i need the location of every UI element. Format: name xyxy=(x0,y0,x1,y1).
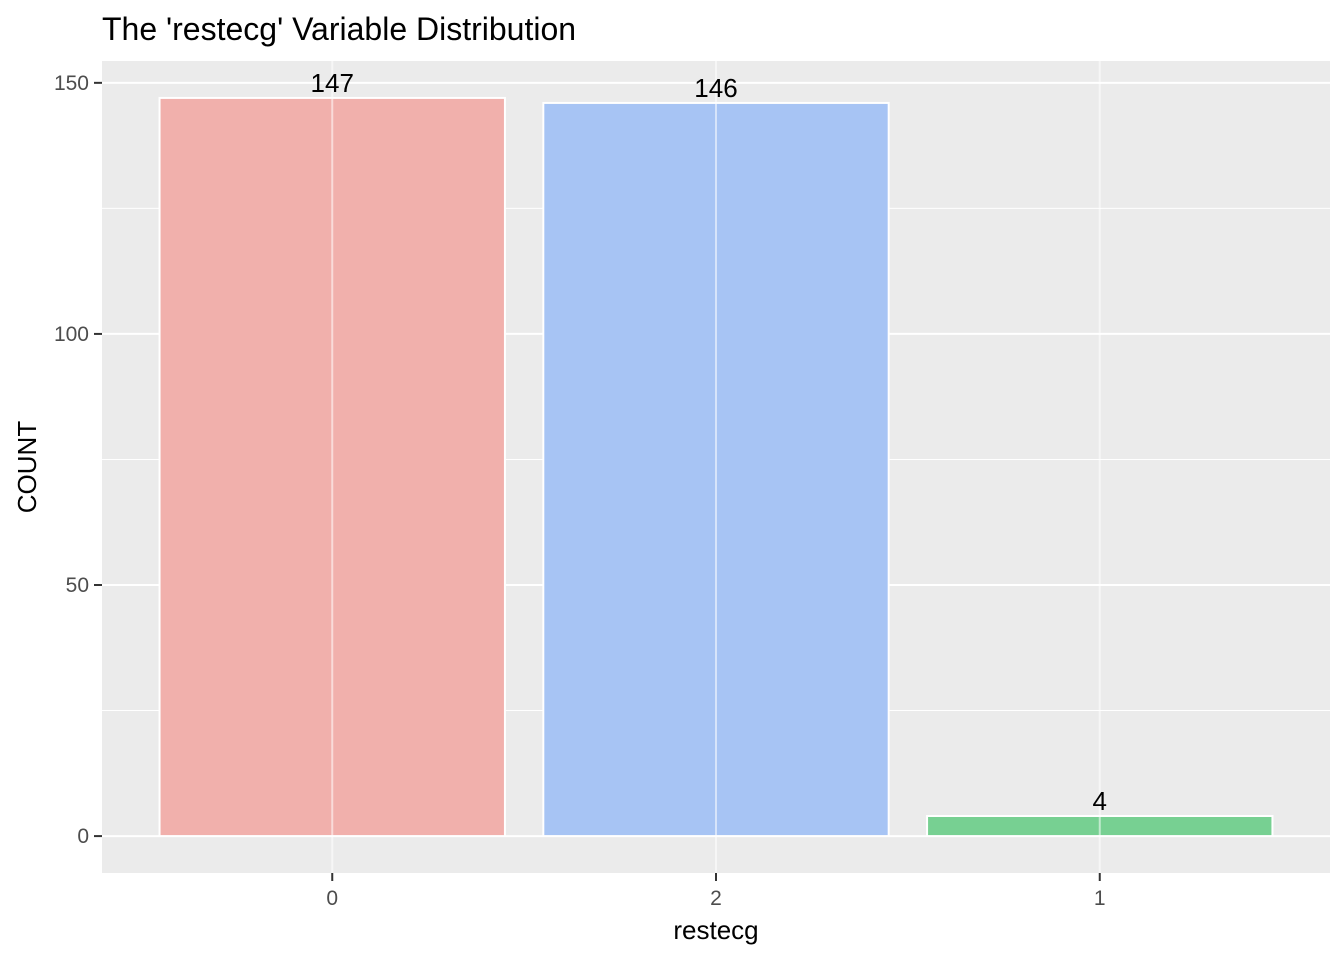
y-tick-label: 0 xyxy=(77,825,89,848)
x-axis: 0 2 1 xyxy=(326,873,1106,910)
x-tick-label: 0 xyxy=(326,887,338,910)
chart-title: The 'restecg' Variable Distribution xyxy=(102,11,576,47)
x-axis-title: restecg xyxy=(673,915,758,945)
bars xyxy=(158,61,1274,873)
x-tick-label: 2 xyxy=(710,887,722,910)
y-tick-label: 50 xyxy=(66,574,89,597)
x-tick-label: 1 xyxy=(1094,887,1106,910)
y-axis: 0 50 100 150 xyxy=(54,72,102,848)
data-label: 4 xyxy=(1093,786,1107,816)
y-tick-label: 100 xyxy=(54,323,89,346)
y-axis-title: COUNT xyxy=(12,421,42,514)
data-label: 146 xyxy=(694,73,737,103)
y-tick-label: 150 xyxy=(54,72,89,95)
data-label: 147 xyxy=(311,68,354,98)
data-labels: 147 146 4 xyxy=(311,68,1107,816)
